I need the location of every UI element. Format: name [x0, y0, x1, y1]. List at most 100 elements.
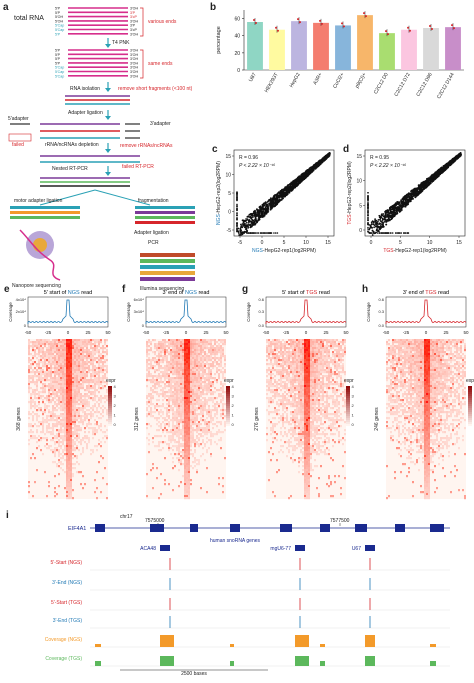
heatmap-cell	[64, 361, 66, 363]
heatmap-cell	[32, 419, 34, 421]
heatmap-cell	[84, 361, 86, 363]
scatter-point	[447, 164, 449, 166]
heatmap-cell	[86, 359, 88, 361]
scatter-point	[370, 225, 372, 227]
scatter-point	[250, 221, 252, 223]
heatmap-cell	[54, 379, 56, 381]
heatmap-cell	[70, 377, 72, 379]
heatmap-cell	[86, 399, 88, 401]
heatmap-cell	[92, 385, 94, 387]
bar	[445, 27, 461, 70]
scatter-point	[407, 232, 409, 234]
heatmap-cell	[58, 367, 60, 369]
heatmap-cell	[52, 399, 54, 401]
heatmap-cell	[62, 353, 64, 355]
heatmap-cell	[86, 371, 88, 373]
heatmap-cell	[72, 339, 74, 341]
heatmap-cell	[78, 407, 80, 409]
heatmap-cell	[54, 449, 56, 451]
heatmap-cell	[40, 423, 42, 425]
heatmap-cell	[46, 427, 48, 429]
scatter-point	[371, 227, 373, 229]
heatmap-cell	[62, 413, 64, 415]
heatmap-cell	[74, 393, 76, 395]
heatmap-cell	[70, 429, 72, 431]
scatter-point	[267, 210, 269, 212]
title-tech: NGS	[68, 290, 80, 296]
scatter-point	[447, 167, 449, 169]
heatmap-cell	[34, 383, 36, 385]
heatmap-cell	[82, 371, 84, 373]
scatter-point	[252, 220, 254, 222]
scatter-point	[392, 232, 394, 234]
heatmap-cell	[40, 339, 42, 341]
heatmap-cell	[80, 357, 82, 359]
heatmap-cell	[62, 395, 64, 397]
heatmap-cell	[28, 377, 30, 379]
heatmap-cell	[102, 381, 104, 383]
scatter-point	[236, 200, 238, 202]
heatmap-cell	[82, 381, 84, 383]
heatmap-cell	[96, 411, 98, 413]
heatmap-cell	[70, 495, 72, 497]
heatmap-cell	[52, 423, 54, 425]
heatmap-cell	[68, 493, 70, 495]
heatmap-cell	[38, 435, 40, 437]
heatmap-cell	[94, 427, 96, 429]
heatmap-cell	[48, 415, 50, 417]
heatmap-cell	[76, 379, 78, 381]
heatmap-cell	[72, 353, 74, 355]
scatter-point	[379, 219, 381, 221]
scatter-point	[294, 187, 296, 189]
heatmap-cell	[64, 411, 66, 413]
heatmap-cell	[72, 439, 74, 441]
heatmap-cell	[76, 339, 78, 341]
heatmap-cell	[46, 357, 48, 359]
heatmap-cell	[40, 439, 42, 441]
heatmap-cell	[40, 407, 42, 409]
heatmap-cell	[102, 375, 104, 377]
heatmap-cell	[74, 397, 76, 399]
heatmap-cell	[78, 393, 80, 395]
heatmap-cell	[62, 407, 64, 409]
heatmap-cell	[50, 355, 52, 357]
heatmap-cell	[66, 349, 68, 351]
heatmap-cell	[62, 439, 64, 441]
scatter-point	[394, 215, 396, 217]
heatmap-cell	[78, 425, 80, 427]
heatmap-cell	[76, 399, 78, 401]
heatmap-cell	[54, 393, 56, 395]
heatmap-cell	[70, 357, 72, 359]
heatmap-cell	[76, 387, 78, 389]
heatmap-cell	[58, 397, 60, 399]
heatmap-cell	[52, 439, 54, 441]
heatmap-cell	[66, 393, 68, 395]
heatmap-cell	[30, 399, 32, 401]
heatmap-cell	[90, 393, 92, 395]
heatmap-cell	[94, 389, 96, 391]
heatmap-cell	[94, 373, 96, 375]
legend-swatch	[108, 420, 112, 422]
heatmap-cell	[64, 401, 66, 403]
heatmap-cell	[78, 371, 80, 373]
heatmap-cell	[66, 439, 68, 441]
heatmap-cell	[68, 397, 70, 399]
data-point	[255, 22, 257, 24]
heatmap-cell	[28, 345, 30, 347]
scatter-point	[278, 199, 280, 201]
heatmap-cell	[82, 395, 84, 397]
heatmap-cell	[98, 417, 100, 419]
scatter-point	[451, 163, 453, 165]
x-axis-label: NGS-HepG2-rep1(log2RPM)	[252, 248, 316, 254]
heatmap-cell	[76, 375, 78, 377]
heatmap-cell	[72, 357, 74, 359]
scatter-point	[268, 208, 270, 210]
heatmap-cell	[66, 459, 68, 461]
heatmap-cell	[54, 387, 56, 389]
heatmap-cell	[82, 345, 84, 347]
heatmap-cell	[56, 339, 58, 341]
scatter-point	[378, 215, 380, 217]
heatmap-cell	[98, 403, 100, 405]
heatmap-cell	[82, 487, 84, 489]
heatmap-cell	[62, 387, 64, 389]
